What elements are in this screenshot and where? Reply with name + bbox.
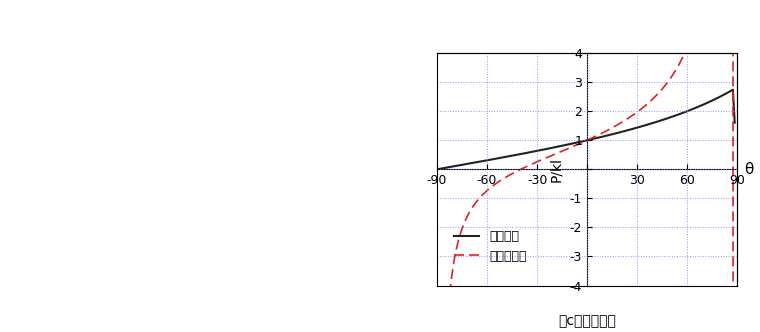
Line: 稳定性分区: 稳定性分区 <box>439 24 735 315</box>
Text: θ: θ <box>744 162 753 177</box>
稳定性分区 <box>655 90 664 94</box>
稳定性分区 <box>730 313 739 317</box>
稳定性分区 <box>434 313 443 317</box>
Y-axis label: P/kl: P/kl <box>549 157 563 182</box>
平衡路径 <box>655 119 664 123</box>
平衡路径 <box>627 127 636 131</box>
稳定性分区 <box>627 114 636 118</box>
平衡路径 <box>434 167 443 171</box>
稳定性分区 <box>677 57 686 61</box>
平衡路径 <box>547 146 556 150</box>
Legend: 平衡路径, 稳定性分区: 平衡路径, 稳定性分区 <box>449 225 532 268</box>
稳定性分区 <box>488 184 497 188</box>
平衡路径 <box>728 88 737 92</box>
稳定性分区 <box>691 22 700 26</box>
平衡路径 <box>488 157 497 161</box>
稳定性分区 <box>612 124 621 127</box>
Text: （c）跳跃屈曲: （c）跳跃屈曲 <box>558 314 616 328</box>
稳定性分区 <box>547 153 556 157</box>
平衡路径 <box>730 121 739 125</box>
Line: 平衡路径: 平衡路径 <box>439 90 735 169</box>
平衡路径 <box>612 131 621 135</box>
平衡路径 <box>677 111 686 115</box>
